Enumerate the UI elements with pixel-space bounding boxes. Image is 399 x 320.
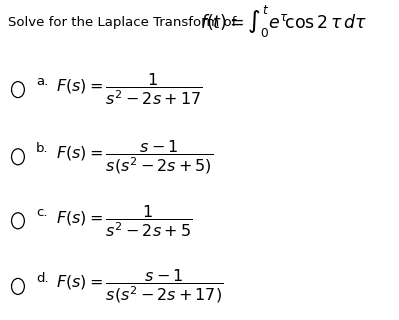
Text: d.: d. (36, 272, 49, 285)
Text: $F(s) = \dfrac{s-1}{s(s^2 - 2s + 5)}$: $F(s) = \dfrac{s-1}{s(s^2 - 2s + 5)}$ (56, 138, 213, 176)
Text: b.: b. (36, 142, 49, 155)
Text: $F(s) = \dfrac{s-1}{s(s^2 - 2s + 17)}$: $F(s) = \dfrac{s-1}{s(s^2 - 2s + 17)}$ (56, 268, 223, 305)
Text: c.: c. (36, 206, 47, 219)
Text: $f(t) = \int_0^{t} e^{\tau}\!\cos 2\,\tau\,d\tau$: $f(t) = \int_0^{t} e^{\tau}\!\cos 2\,\ta… (200, 4, 367, 40)
Text: a.: a. (36, 75, 48, 88)
Text: $F(s) = \dfrac{1}{s^2 - 2s + 5}$: $F(s) = \dfrac{1}{s^2 - 2s + 5}$ (56, 203, 192, 239)
Text: Solve for the Laplace Transform of: Solve for the Laplace Transform of (8, 16, 236, 29)
Text: $F(s) = \dfrac{1}{s^2 - 2s + 17}$: $F(s) = \dfrac{1}{s^2 - 2s + 17}$ (56, 72, 202, 108)
